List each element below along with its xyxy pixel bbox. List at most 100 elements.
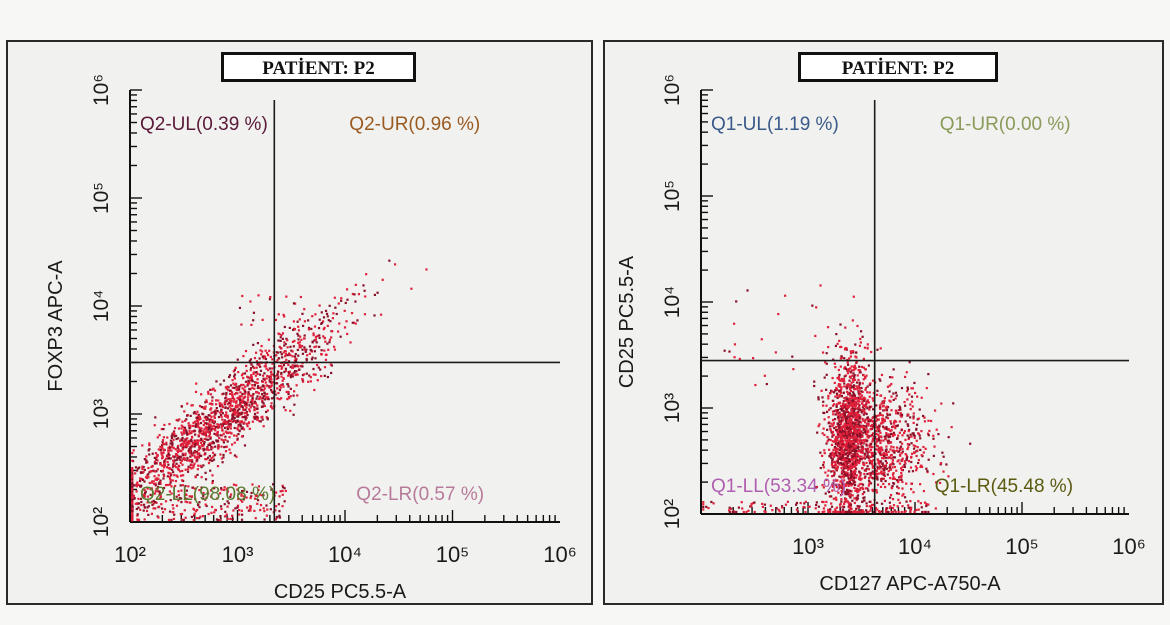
- scatter-point: [194, 497, 197, 501]
- scatter-point: [859, 451, 862, 454]
- y-tick-label: 10⁵: [661, 180, 684, 212]
- scatter-point: [834, 440, 837, 443]
- scatter-point: [245, 496, 248, 499]
- scatter-point: [919, 437, 922, 440]
- scatter-point: [245, 490, 249, 493]
- scatter-point: [871, 463, 874, 466]
- scatter-point: [210, 403, 214, 406]
- scatter-point: [195, 416, 198, 420]
- scatter-point: [870, 442, 873, 446]
- scatter-point: [329, 363, 332, 366]
- scatter-point: [323, 349, 326, 352]
- scatter-point: [204, 433, 208, 436]
- scatter-point: [853, 411, 857, 414]
- scatter-point: [184, 497, 187, 500]
- scatter-point: [312, 334, 315, 337]
- scatter-point: [214, 426, 217, 429]
- scatter-point: [890, 457, 893, 460]
- scatter-point: [251, 394, 254, 397]
- scatter-point: [861, 451, 864, 454]
- scatter-point: [869, 507, 873, 510]
- scatter-point: [143, 518, 146, 521]
- scatter-point: [238, 421, 241, 424]
- scatter-point: [322, 335, 325, 338]
- scatter-point: [224, 406, 227, 409]
- scatter-point: [848, 452, 851, 455]
- scatter-point: [320, 311, 323, 314]
- scatter-point: [831, 459, 834, 462]
- scatter-point: [890, 429, 893, 432]
- scatter-point: [900, 413, 904, 416]
- scatter-point: [832, 455, 836, 459]
- scatter-point: [878, 460, 881, 463]
- scatter-point: [303, 320, 307, 323]
- scatter-point: [186, 456, 189, 460]
- scatter-point: [834, 460, 837, 463]
- scatter-point: [838, 463, 841, 466]
- scatter-point: [170, 449, 173, 452]
- scatter-point: [904, 510, 907, 513]
- scatter-point: [846, 372, 850, 375]
- scatter-point: [241, 392, 244, 395]
- scatter-point: [843, 375, 846, 378]
- scatter-point: [259, 349, 262, 352]
- scatter-point: [177, 450, 180, 454]
- scatter-point: [912, 417, 915, 420]
- scatter-point: [913, 381, 916, 385]
- scatter-point: [893, 477, 897, 481]
- scatter-point: [152, 502, 155, 505]
- scatter-point: [142, 470, 145, 473]
- scatter-point: [920, 454, 923, 457]
- scatter-point: [854, 397, 857, 400]
- scatter-point: [841, 402, 845, 405]
- scatter-point: [851, 394, 854, 397]
- scatter-point: [159, 479, 162, 482]
- scatter-point: [326, 315, 329, 318]
- scatter-point: [848, 388, 852, 391]
- scatter-point: [849, 425, 852, 428]
- scatter-point: [189, 424, 192, 427]
- scatter-point: [258, 357, 261, 360]
- scatter-point: [240, 518, 244, 521]
- x-axis-title: CD127 APC-A750-A: [819, 573, 1001, 595]
- scatter-point: [845, 441, 848, 444]
- scatter-point: [294, 364, 297, 367]
- scatter-point: [166, 483, 169, 487]
- scatter-point: [219, 413, 223, 417]
- scatter-point: [280, 371, 283, 375]
- scatter-point: [846, 466, 849, 469]
- scatter-point: [251, 404, 254, 407]
- scatter-point: [844, 463, 848, 466]
- scatter-point: [143, 492, 147, 495]
- scatter-point: [851, 396, 854, 400]
- scatter-point: [845, 408, 848, 411]
- scatter-point: [131, 494, 134, 497]
- scatter-point: [225, 445, 228, 448]
- scatter-point: [854, 465, 857, 469]
- scatter-point: [164, 483, 168, 487]
- scatter-point: [912, 415, 915, 418]
- scatter-point: [186, 470, 190, 473]
- scatter-point: [171, 504, 174, 507]
- scatter-point: [190, 404, 193, 407]
- scatter-point: [869, 382, 872, 385]
- scatter-point: [228, 436, 231, 439]
- scatter-point: [183, 410, 186, 413]
- scatter-point: [876, 478, 879, 481]
- scatter-point: [842, 434, 845, 437]
- scatter-point: [311, 340, 314, 343]
- scatter-point: [203, 428, 206, 431]
- scatter-point: [807, 505, 810, 508]
- scatter-point: [211, 479, 214, 483]
- scatter-point: [857, 432, 860, 436]
- scatter-point: [859, 488, 862, 491]
- scatter-point: [257, 294, 260, 297]
- scatter-point: [314, 357, 317, 360]
- scatter-point: [786, 500, 790, 503]
- x-tick-label: 10³: [222, 542, 254, 567]
- scatter-point: [143, 489, 146, 492]
- scatter-point: [309, 380, 312, 383]
- scatter-point: [844, 430, 847, 433]
- scatter-point: [857, 415, 860, 418]
- scatter-point: [881, 462, 884, 465]
